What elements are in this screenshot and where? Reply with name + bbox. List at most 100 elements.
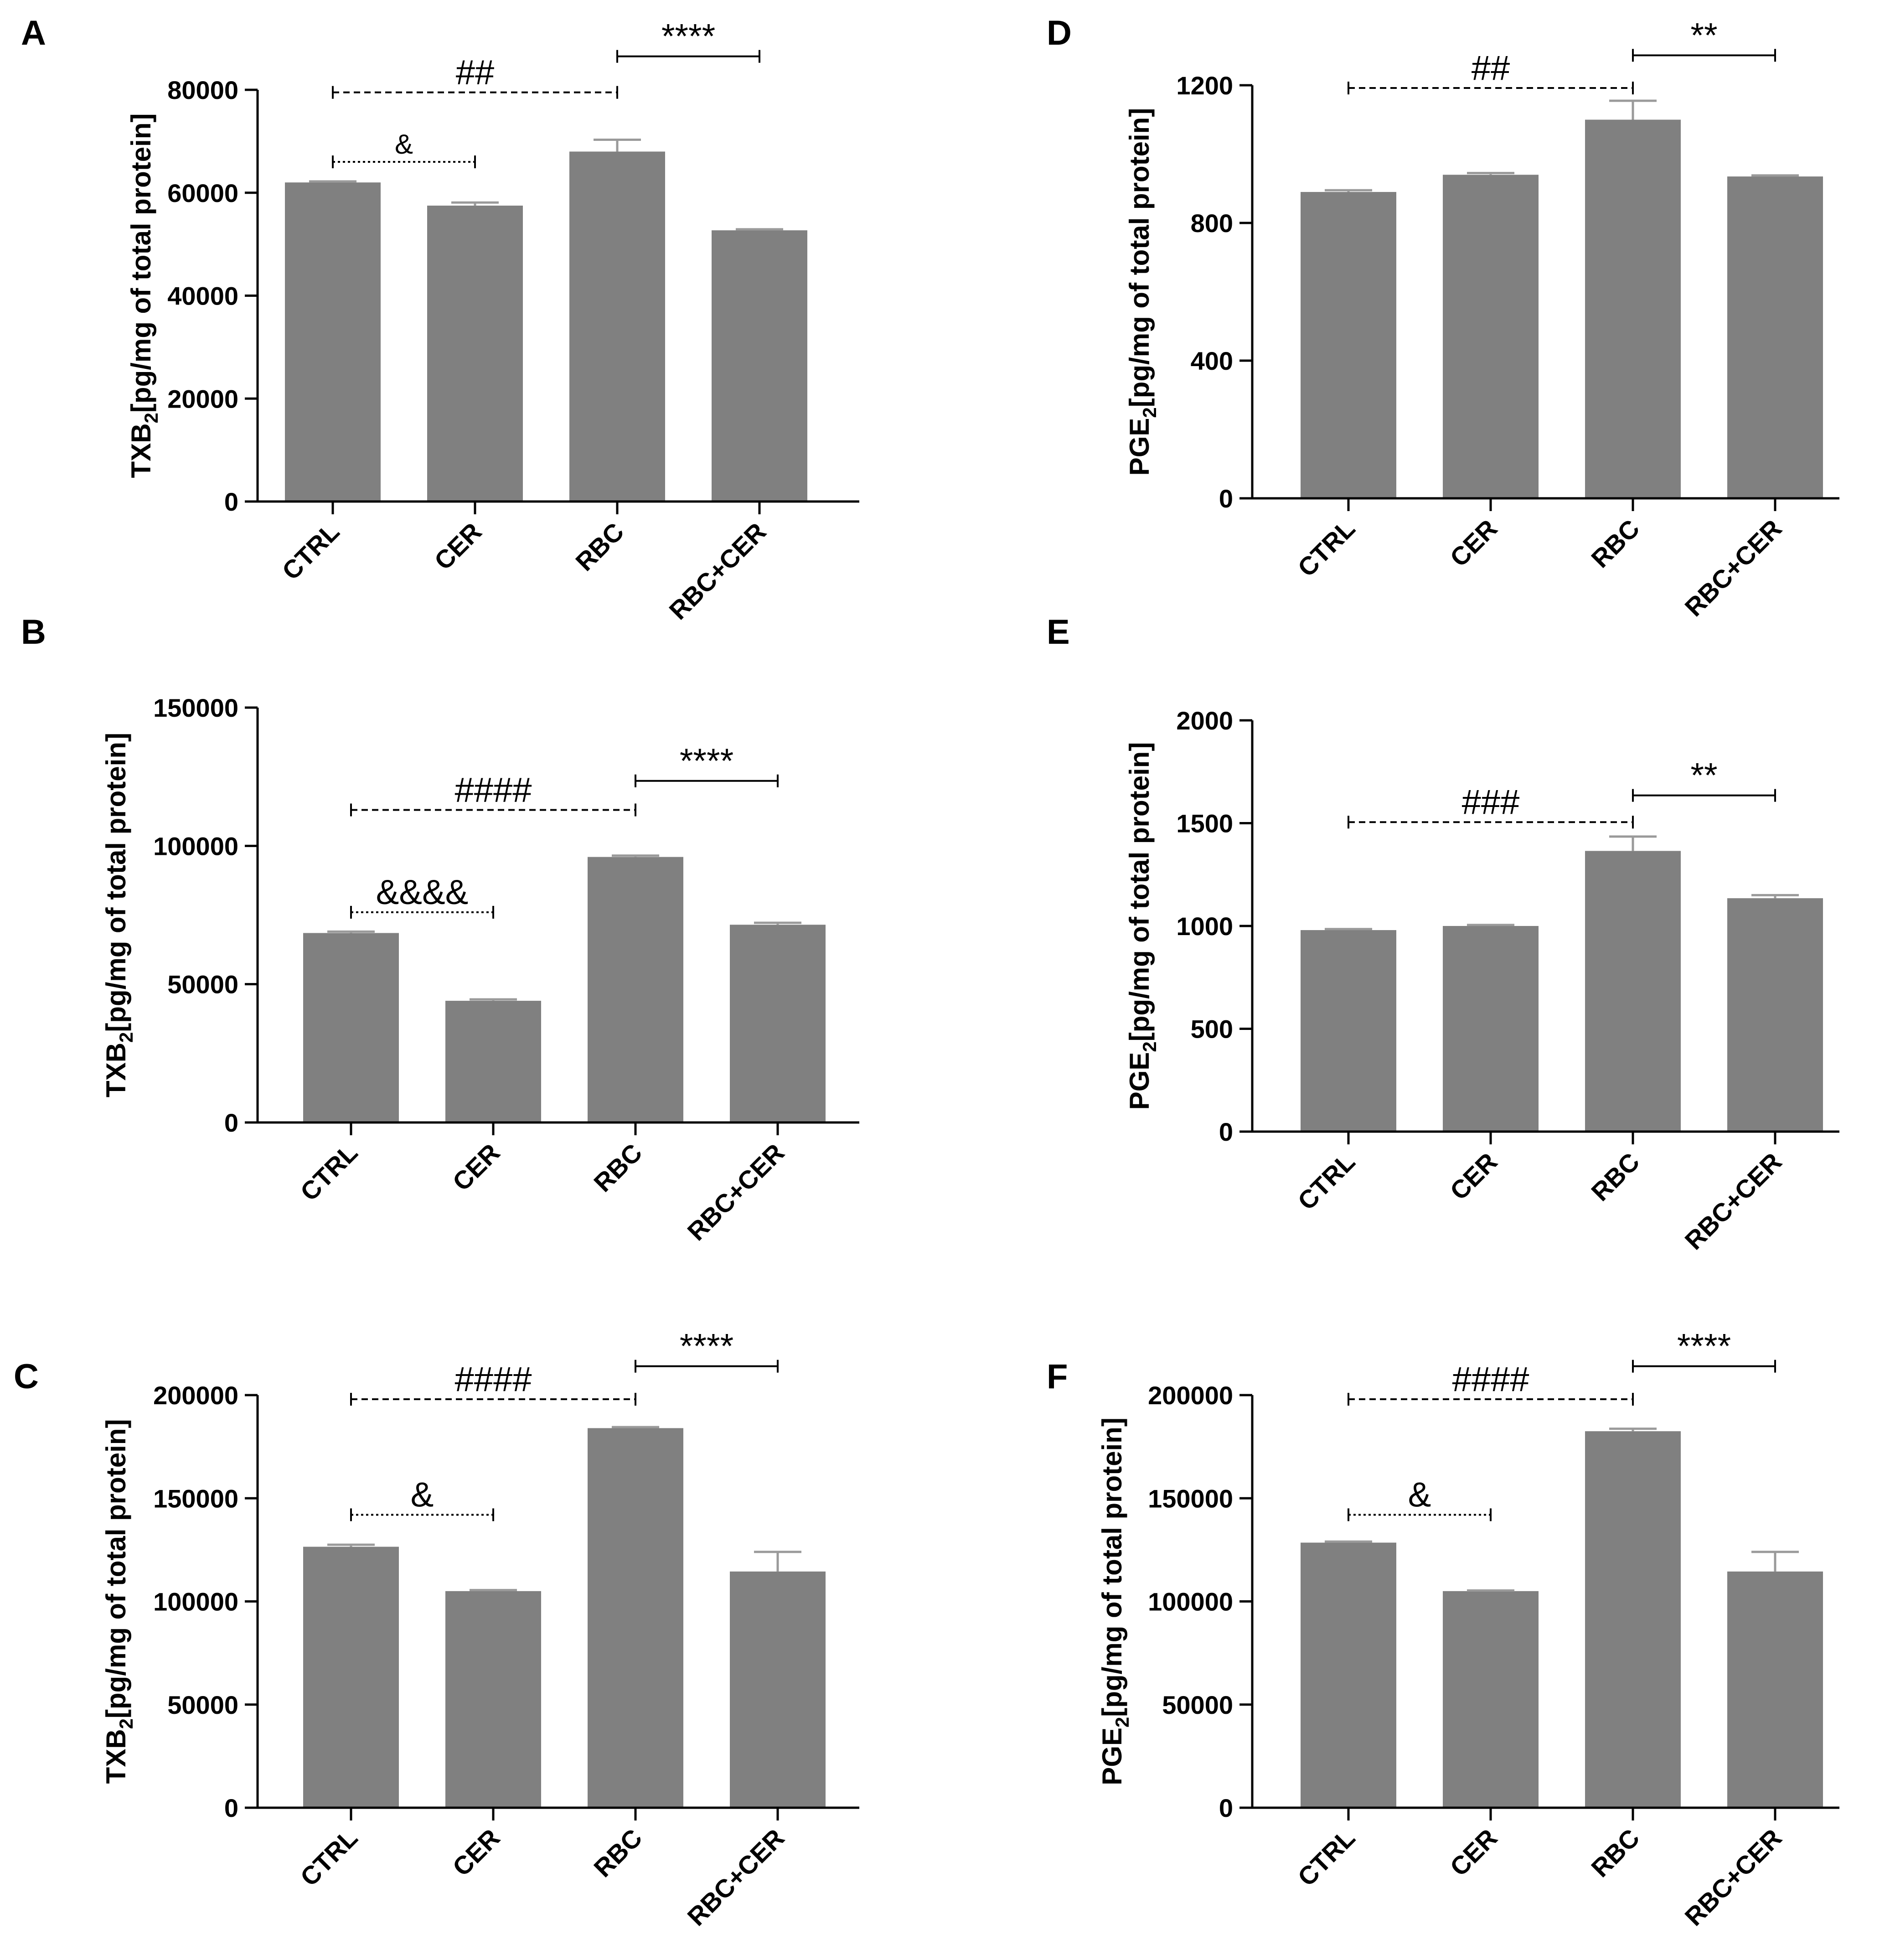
significance-label: ####: [454, 771, 532, 809]
bar-ctrl: [303, 933, 399, 1122]
x-tick-label: CTRL: [294, 1823, 363, 1892]
y-axis-label-sub: 2: [115, 1718, 137, 1729]
x-tick-label: RBC: [1585, 1147, 1645, 1206]
y-axis-label-sub: 2: [115, 1032, 137, 1043]
y-tick-label: 100000: [1148, 1588, 1233, 1616]
x-tick-label: CER: [1444, 1823, 1503, 1882]
bar-rbc: [569, 151, 665, 502]
y-tick-label: 0: [224, 1108, 238, 1137]
bar-ctrl: [303, 1546, 399, 1808]
x-tick-label: CER: [429, 517, 487, 575]
y-tick-label: 50000: [167, 1691, 238, 1719]
y-tick-label: 0: [224, 487, 238, 516]
y-axis-label-sub: 2: [140, 413, 162, 423]
bar-cer: [445, 1001, 541, 1122]
y-tick-label: 50000: [167, 970, 238, 999]
bar-rbc-plus-cer: [1727, 176, 1823, 498]
y-axis-label-main: PGE: [1097, 1727, 1127, 1785]
bar-ctrl: [1301, 930, 1396, 1132]
significance-label: ****: [680, 1327, 733, 1366]
significance-label: ****: [680, 742, 733, 781]
panel-D: D 0 400 800 1200 CTRL CER RBC RBC+CER PGE2[pg/mg …: [1047, 14, 1839, 622]
y-axis-label-main: TXB: [101, 1729, 131, 1784]
significance-label: **: [1690, 16, 1717, 55]
y-tick-label: 0: [1219, 1794, 1233, 1822]
panel-letter: E: [1047, 613, 1070, 652]
significance-label: ##: [1472, 49, 1510, 88]
significance-label: &: [1408, 1475, 1431, 1514]
y-axis-label-sub: 2: [1139, 407, 1160, 418]
panel-letter: A: [21, 14, 46, 52]
y-axis-label-main: TXB: [126, 423, 156, 478]
significance-label: ####: [1452, 1360, 1529, 1399]
bar-cer: [445, 1591, 541, 1808]
y-axis-label-sub: 2: [1111, 1717, 1133, 1727]
panel-letter: B: [21, 613, 46, 652]
y-axis-label-sub: 2: [1139, 1041, 1160, 1052]
bar-cer: [427, 205, 523, 502]
x-tick-label: RBC+CER: [1679, 514, 1787, 622]
x-tick-label: CTRL: [276, 517, 345, 585]
significance-label: **: [1690, 756, 1717, 795]
panel-letter: D: [1047, 14, 1072, 52]
bar-rbc-plus-cer: [1727, 1571, 1823, 1808]
x-tick-label: CTRL: [294, 1138, 363, 1206]
bar-cer: [1443, 1591, 1539, 1808]
y-tick-label: 200000: [1148, 1381, 1233, 1410]
x-tick-label: CER: [447, 1138, 505, 1196]
y-tick-label: 1200: [1176, 71, 1233, 100]
y-axis-label-main: TXB: [101, 1043, 131, 1097]
y-tick-label: 60000: [167, 179, 238, 207]
bar-rbc-plus-cer: [730, 925, 826, 1122]
x-tick-label: CER: [447, 1823, 505, 1882]
y-axis-label-rest: [pg/mg of total protein]: [1097, 1417, 1127, 1717]
y-axis-label-rest: [pg/mg of total protein]: [101, 1419, 131, 1719]
y-tick-label: 150000: [153, 1484, 238, 1513]
x-tick-label: RBC: [588, 1138, 647, 1197]
bar-ctrl: [1301, 1542, 1396, 1808]
y-tick-label: 400: [1191, 346, 1233, 375]
x-tick-label: CER: [1444, 514, 1503, 572]
y-tick-label: 1500: [1176, 809, 1233, 838]
y-tick-label: 50000: [1162, 1691, 1233, 1719]
y-axis-label: PGE2[pg/mg of total protein]: [1097, 1417, 1133, 1785]
y-axis-label-rest: [pg/mg of total protein]: [101, 733, 131, 1032]
significance-label: &&&&: [376, 873, 469, 912]
bar-rbc: [1585, 119, 1681, 498]
bar-rbc: [588, 857, 683, 1122]
panel-A: A 0 20000 40000 60000 80000 CTRL CER RBC RBC+CER T…: [21, 14, 859, 625]
x-tick-label: RBC+CER: [1679, 1823, 1787, 1931]
panel-C: C 0 50000 100000 150000 200000 CTRL CER RBC RBC+C…: [14, 1327, 859, 1931]
bar-rbc-plus-cer: [712, 230, 807, 502]
bar-rbc: [588, 1428, 683, 1808]
bar-rbc-plus-cer: [730, 1571, 826, 1808]
y-tick-label: 100000: [153, 832, 238, 860]
y-tick-label: 150000: [1148, 1484, 1233, 1513]
y-tick-label: 80000: [167, 76, 238, 104]
x-tick-label: CER: [1444, 1147, 1503, 1205]
y-axis-label-rest: [pg/mg of total protein]: [1124, 108, 1155, 408]
y-tick-label: 500: [1191, 1015, 1233, 1044]
y-axis-label-rest: [pg/mg of total protein]: [1124, 742, 1155, 1042]
significance-label: ##: [456, 53, 495, 92]
bar-ctrl: [285, 182, 381, 502]
y-tick-label: 100000: [153, 1588, 238, 1616]
panel-B: B 0 50000 100000 150000 CTRL CER RBC RBC+CER TXB2…: [21, 613, 859, 1246]
y-axis-label-main: PGE: [1124, 418, 1155, 476]
x-tick-label: RBC: [1585, 1823, 1645, 1882]
y-tick-label: 0: [1219, 1117, 1233, 1146]
panel-letter: C: [14, 1357, 39, 1396]
y-axis-label: TXB2[pg/mg of total protein]: [101, 733, 137, 1097]
bar-cer: [1443, 175, 1539, 498]
y-tick-label: 0: [1219, 484, 1233, 513]
bar-rbc: [1585, 1431, 1681, 1808]
x-tick-label: RBC+CER: [682, 1823, 790, 1931]
significance-label: ###: [1462, 783, 1520, 822]
bar-rbc: [1585, 851, 1681, 1132]
y-tick-label: 150000: [153, 693, 238, 722]
x-tick-label: RBC: [588, 1823, 647, 1882]
y-axis-label: PGE2[pg/mg of total protein]: [1124, 108, 1160, 476]
x-tick-label: CTRL: [1292, 514, 1360, 582]
panel-F: F 0 50000 100000 150000 200000 CTRL CER RBC RBC+C…: [1047, 1327, 1839, 1931]
y-tick-label: 40000: [167, 282, 238, 310]
